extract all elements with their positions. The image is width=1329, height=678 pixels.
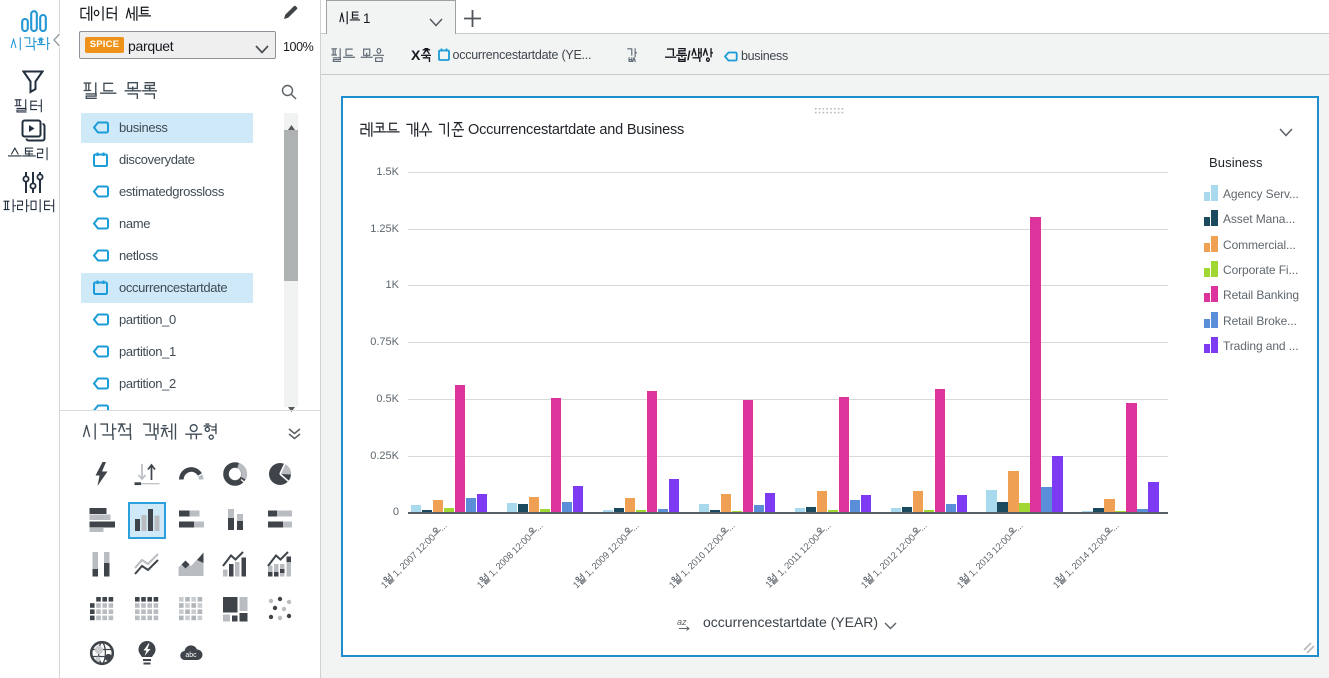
svg-text:abc: abc	[185, 652, 197, 659]
svg-text:az: az	[677, 617, 687, 627]
